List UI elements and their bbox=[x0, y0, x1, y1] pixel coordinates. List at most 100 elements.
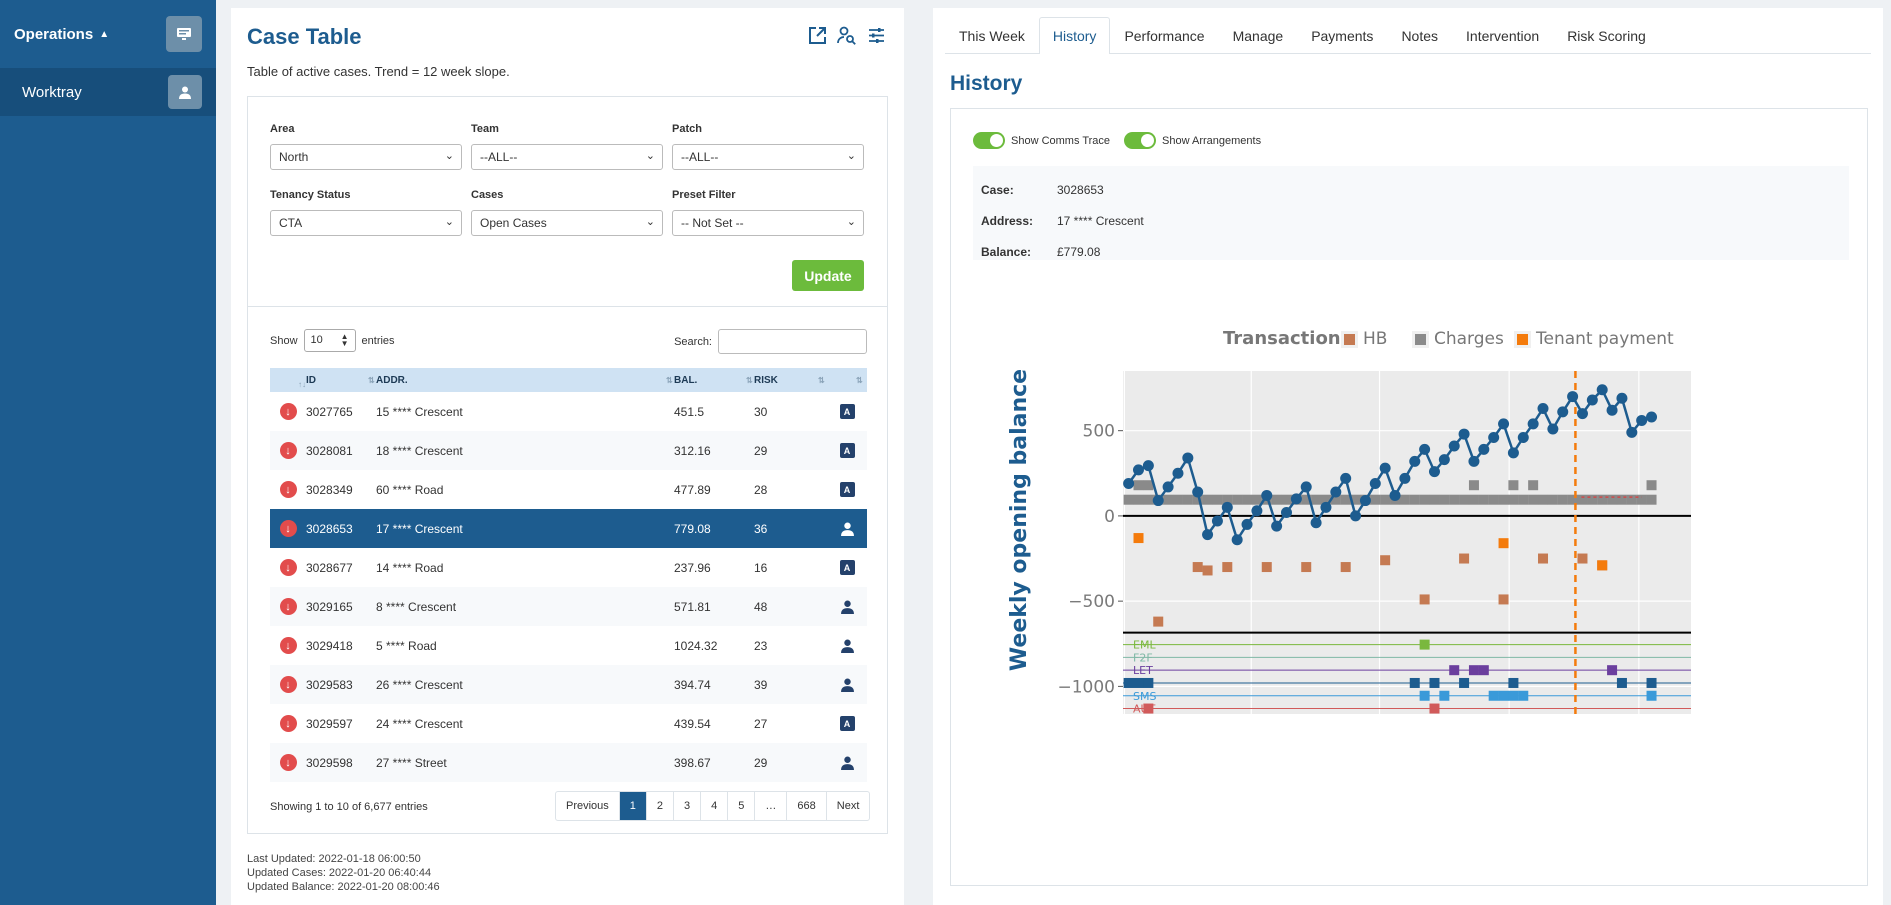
table-row[interactable]: ↓ 3029418 5 **** Road 1024.32 23 bbox=[270, 626, 867, 665]
area-select[interactable]: North ⌄ bbox=[270, 144, 462, 170]
id-cell: 3029597 bbox=[306, 716, 353, 731]
sidebar-title[interactable]: Operations ▲ bbox=[14, 26, 109, 43]
owner-cell[interactable] bbox=[827, 678, 867, 692]
page-button[interactable]: 5 bbox=[728, 792, 756, 820]
owner-cell[interactable] bbox=[827, 522, 867, 536]
updated-cases: Updated Cases: 2022-01-20 06:40:44 bbox=[247, 867, 432, 879]
preset-filter-select[interactable]: -- Not Set -- ⌄ bbox=[672, 210, 864, 236]
tab-this-week[interactable]: This Week bbox=[959, 28, 1025, 44]
balance-point bbox=[1192, 486, 1204, 498]
page-button[interactable]: 1 bbox=[619, 792, 647, 820]
charge-marker bbox=[1222, 494, 1233, 505]
page-button[interactable]: 4 bbox=[701, 792, 729, 820]
balance-point bbox=[1596, 384, 1608, 396]
update-timestamps: Last Updated: 2022-01-18 06:00:50 Update… bbox=[247, 852, 440, 894]
page-button[interactable]: 3 bbox=[674, 792, 702, 820]
tenancy-status-select[interactable]: CTA ⌄ bbox=[270, 210, 462, 236]
table-row[interactable]: ↓ 3027765 15 **** Crescent 451.5 30 A bbox=[270, 392, 867, 431]
id-column-header[interactable]: ID bbox=[306, 374, 316, 386]
table-row[interactable]: ↓ 3028081 18 **** Crescent 312.16 29 A bbox=[270, 431, 867, 470]
toggle-switch[interactable] bbox=[973, 132, 1005, 149]
tab-notes[interactable]: Notes bbox=[1401, 28, 1439, 44]
patch-select[interactable]: --ALL-- ⌄ bbox=[672, 144, 864, 170]
tab-risk-scoring[interactable]: Risk Scoring bbox=[1567, 28, 1646, 44]
case-table: ↑↓ ID ADDR. BAL. RISK ⇅ ⇅ ⇅ ⇅ ⇅ ↓ 302776… bbox=[270, 368, 867, 782]
tenant-payment-marker bbox=[1133, 533, 1144, 544]
charge-marker bbox=[1449, 494, 1460, 505]
risk-column-header[interactable]: RISK bbox=[754, 374, 778, 386]
charge-marker bbox=[1202, 494, 1213, 505]
bal-cell: 779.08 bbox=[674, 521, 711, 536]
comms-event-marker bbox=[1419, 639, 1430, 650]
trend-down-icon: ↓ bbox=[279, 715, 297, 732]
page-button[interactable]: 2 bbox=[647, 792, 675, 820]
comms-event-marker bbox=[1429, 677, 1440, 688]
tab-performance[interactable]: Performance bbox=[1124, 28, 1205, 44]
table-row[interactable]: ↓ 3029597 24 **** Crescent 439.54 27 A bbox=[270, 704, 867, 743]
sort-icon: ⇅ bbox=[666, 375, 673, 385]
addr-column-header[interactable]: ADDR. bbox=[376, 374, 408, 386]
tab-intervention[interactable]: Intervention bbox=[1466, 28, 1540, 44]
owner-cell[interactable] bbox=[827, 756, 867, 770]
tab-manage[interactable]: Manage bbox=[1232, 28, 1284, 44]
page-button[interactable]: … bbox=[755, 792, 788, 820]
balance-point bbox=[1162, 481, 1174, 493]
owner-cell[interactable] bbox=[827, 600, 867, 614]
sliders-icon[interactable] bbox=[867, 26, 886, 45]
owner-cell[interactable]: A bbox=[827, 443, 867, 458]
arrangements-toggle[interactable]: Show Arrangements bbox=[1124, 132, 1261, 149]
tab-history[interactable]: History bbox=[1038, 17, 1111, 54]
table-row[interactable]: ↓ 3028677 14 **** Road 237.96 16 A bbox=[270, 548, 867, 587]
page-button[interactable]: 668 bbox=[787, 792, 827, 820]
table-row[interactable]: ↓ 3029165 8 **** Crescent 571.81 48 bbox=[270, 587, 867, 626]
toggle-switch[interactable] bbox=[1124, 132, 1157, 149]
owner-cell[interactable]: A bbox=[827, 716, 867, 731]
page-button[interactable]: Next bbox=[836, 800, 860, 812]
entries-length-select[interactable]: 10 ▲ ▼ bbox=[303, 329, 356, 352]
team-select[interactable]: --ALL-- ⌄ bbox=[471, 144, 663, 170]
balance-point bbox=[1646, 411, 1658, 423]
comms-event-marker bbox=[1449, 665, 1460, 676]
bal-cell: 237.96 bbox=[674, 560, 711, 575]
owner-cell[interactable]: A bbox=[827, 560, 867, 575]
owner-cell[interactable]: A bbox=[827, 404, 867, 419]
table-row[interactable]: ↓ 3028349 60 **** Road 477.89 28 A bbox=[270, 470, 867, 509]
charge-marker bbox=[1646, 494, 1657, 505]
owner-cell[interactable]: A bbox=[827, 482, 867, 497]
owner-cell[interactable] bbox=[827, 639, 867, 653]
entries-value: 10 bbox=[310, 334, 323, 346]
charge-marker bbox=[1646, 480, 1657, 491]
balance-point bbox=[1576, 408, 1588, 420]
table-row[interactable]: ↓ 3029598 27 **** Street 398.67 29 bbox=[270, 743, 867, 782]
search-input[interactable] bbox=[718, 329, 867, 354]
user-search-icon[interactable] bbox=[837, 26, 857, 45]
bal-cell: 477.89 bbox=[674, 482, 711, 497]
balance-point bbox=[1428, 466, 1440, 478]
external-link-icon[interactable] bbox=[808, 26, 827, 45]
cases-select[interactable]: Open Cases ⌄ bbox=[471, 210, 663, 236]
preset-filter-value: -- Not Set -- bbox=[681, 216, 744, 230]
cases-label: Cases bbox=[471, 189, 504, 201]
sort-icon: ⇅ bbox=[818, 375, 825, 385]
hb-marker bbox=[1192, 562, 1203, 573]
charge-marker bbox=[1281, 494, 1292, 505]
monitor-button[interactable] bbox=[166, 16, 202, 52]
comms-trace-toggle[interactable]: Show Comms Trace bbox=[973, 132, 1110, 149]
addr-cell: 5 **** Road bbox=[376, 638, 437, 653]
sidebar-item-worktray[interactable]: Worktray bbox=[0, 68, 216, 116]
balance-point bbox=[1340, 472, 1352, 484]
table-row[interactable]: ↓ 3028653 17 **** Crescent 779.08 36 bbox=[270, 509, 867, 548]
page-button[interactable]: Previous bbox=[556, 792, 620, 820]
update-button[interactable]: Update bbox=[792, 260, 864, 291]
page-title: Case Table bbox=[247, 24, 362, 49]
user-button[interactable] bbox=[168, 75, 202, 109]
bal-cell: 439.54 bbox=[674, 716, 711, 731]
hb-marker bbox=[1459, 553, 1470, 564]
table-row[interactable]: ↓ 3029583 26 **** Crescent 394.74 39 bbox=[270, 665, 867, 704]
charge-marker bbox=[1528, 494, 1539, 505]
bal-column-header[interactable]: BAL. bbox=[674, 374, 698, 386]
trend-cell: ↓ bbox=[270, 637, 306, 654]
id-cell: 3028653 bbox=[306, 521, 353, 536]
tab-payments[interactable]: Payments bbox=[1311, 28, 1374, 44]
balance-point bbox=[1271, 520, 1283, 532]
